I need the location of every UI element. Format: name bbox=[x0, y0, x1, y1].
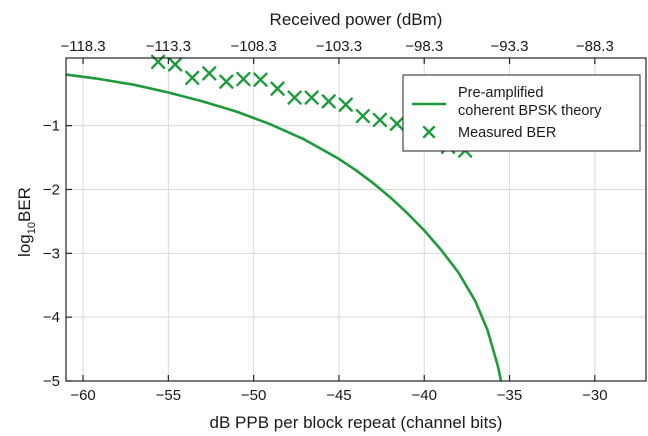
y-tick-label-3: −4 bbox=[43, 309, 60, 326]
theory-curve-layer bbox=[65, 73, 503, 382]
measured-point-6 bbox=[253, 72, 268, 87]
measured-point-1 bbox=[167, 57, 183, 72]
top-tick-label-1: −113.3 bbox=[146, 38, 191, 55]
y-tick-label-4: −5 bbox=[43, 373, 60, 390]
measured-point-11 bbox=[338, 97, 353, 112]
legend-label-theory-line2: coherent BPSK theory bbox=[458, 103, 602, 119]
y-tick-label-2: −3 bbox=[43, 245, 60, 262]
x-tick-label-1: −55 bbox=[156, 387, 181, 404]
measured-point-stroke-b bbox=[185, 70, 200, 85]
x-tick-label-0: −60 bbox=[70, 387, 95, 404]
legend-box bbox=[402, 74, 641, 152]
x-tick-label-2: −50 bbox=[241, 387, 266, 404]
y-axis-title: log10BER bbox=[15, 187, 38, 257]
measured-point-stroke-b bbox=[236, 71, 251, 87]
legend: Pre-amplified coherent BPSK theory Measu… bbox=[402, 74, 641, 152]
legend-label-theory-line1: Pre-amplified bbox=[458, 85, 543, 101]
top-tick-label-4: −98.3 bbox=[405, 38, 443, 55]
top-tick-label-0: −118.3 bbox=[60, 38, 105, 55]
measured-point-5 bbox=[236, 71, 251, 87]
y-axis-title-base: 10 bbox=[26, 222, 38, 234]
x-tick-label-3: −45 bbox=[326, 387, 351, 404]
left-axis: −1 −2 −3 −4 −5 bbox=[43, 118, 72, 390]
measured-point-stroke-b bbox=[304, 90, 319, 105]
x-tick-label-5: −35 bbox=[497, 387, 522, 404]
y-tick-label-1: −2 bbox=[43, 181, 60, 198]
measured-point-4 bbox=[219, 74, 234, 89]
plot-frame bbox=[65, 57, 647, 382]
x-axis-title: dB PPB per block repeat (channel bits) bbox=[210, 413, 503, 432]
measured-point-12 bbox=[355, 108, 371, 124]
y-axis-title-log: log bbox=[15, 234, 34, 257]
legend-label-measured: Measured BER bbox=[458, 125, 556, 141]
measured-point-stroke-b bbox=[253, 72, 268, 87]
measured-point-3 bbox=[202, 66, 217, 81]
y-tick-label-0: −1 bbox=[43, 118, 60, 135]
measured-point-stroke-b bbox=[338, 97, 353, 112]
measured-point-10 bbox=[321, 94, 336, 109]
measured-point-7 bbox=[270, 81, 285, 96]
bottom-axis: −60 −55 −50 −45 −40 −35 −30 bbox=[70, 375, 608, 404]
top-tick-label-3: −103.3 bbox=[316, 38, 362, 55]
x-tick-label-4: −40 bbox=[412, 387, 437, 404]
measured-point-stroke-b bbox=[287, 90, 302, 105]
measured-point-stroke-b bbox=[389, 116, 405, 131]
measured-point-13 bbox=[372, 112, 388, 128]
measured-point-stroke-b bbox=[321, 94, 336, 109]
legend-x-marker bbox=[422, 125, 436, 139]
measured-point-stroke-b bbox=[355, 108, 371, 124]
top-tick-label-5: −93.3 bbox=[491, 38, 529, 55]
measured-point-14 bbox=[389, 116, 405, 131]
top-tick-label-2: −108.3 bbox=[230, 38, 276, 55]
measured-point-stroke-b bbox=[167, 57, 183, 72]
measured-point-stroke-b bbox=[372, 112, 388, 128]
theory-curve bbox=[65, 73, 503, 382]
measured-point-stroke-b bbox=[202, 66, 217, 81]
measured-point-9 bbox=[304, 90, 319, 105]
top-axis: −118.3 −113.3 −108.3 −103.3 −98.3 −93.3 −88.3 bbox=[60, 38, 614, 64]
measured-point-2 bbox=[185, 70, 200, 85]
x-tick-label-6: −30 bbox=[582, 387, 607, 404]
top-tick-label-6: −88.3 bbox=[576, 38, 614, 55]
measured-point-stroke-b bbox=[270, 81, 285, 96]
measured-point-8 bbox=[287, 90, 302, 105]
y-axis-title-ber: BER bbox=[15, 187, 34, 222]
top-axis-title: Received power (dBm) bbox=[270, 10, 443, 29]
svg-text:log10BER: log10BER bbox=[15, 187, 38, 257]
measured-point-stroke-b bbox=[219, 74, 234, 89]
